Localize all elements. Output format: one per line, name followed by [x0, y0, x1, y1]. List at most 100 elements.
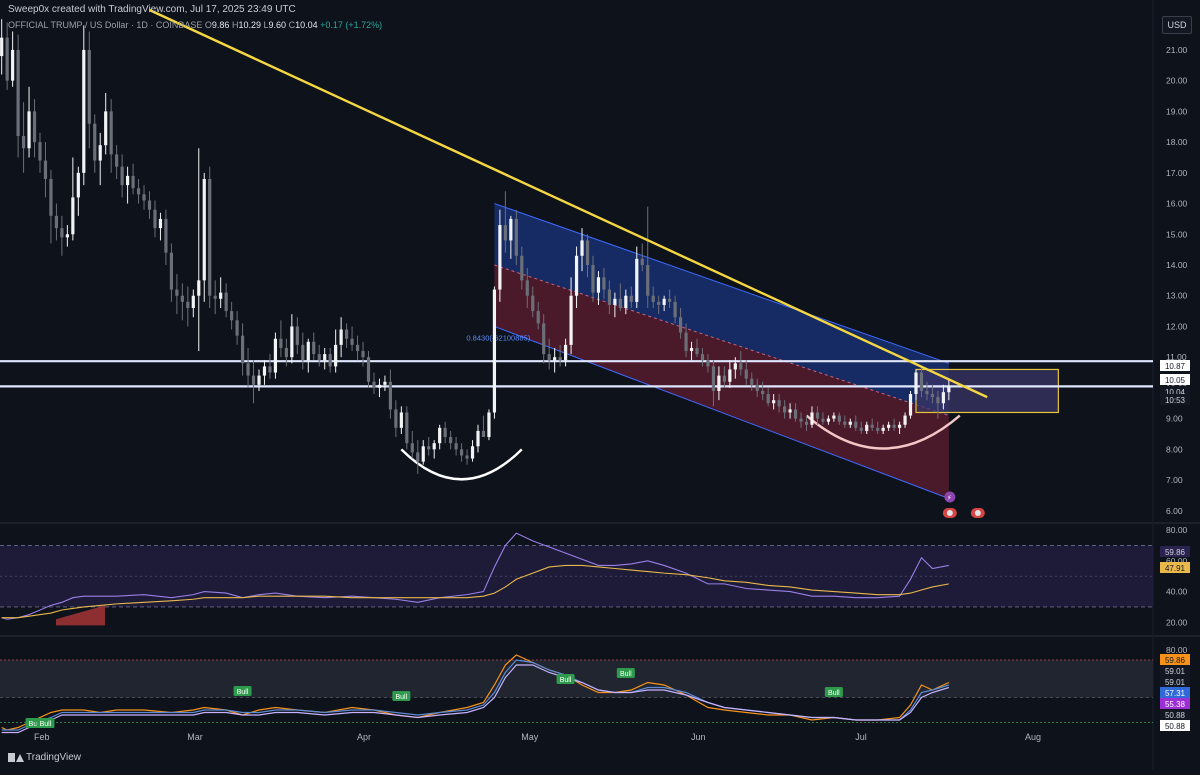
candle-body[interactable]	[706, 360, 710, 367]
candle-body[interactable]	[689, 347, 694, 352]
candle-body[interactable]	[394, 409, 398, 428]
candle-body[interactable]	[854, 421, 858, 428]
candle-body[interactable]	[388, 381, 392, 410]
candle-body[interactable]	[213, 295, 217, 299]
candle-body[interactable]	[93, 123, 97, 161]
candle-body[interactable]	[240, 335, 245, 364]
candle-body[interactable]	[629, 295, 633, 302]
candle-body[interactable]	[136, 188, 141, 195]
target-box[interactable]	[915, 368, 1059, 414]
candle-body[interactable]	[180, 295, 184, 302]
candle-body[interactable]	[700, 354, 705, 361]
candle-body[interactable]	[438, 427, 442, 444]
candle-body[interactable]	[279, 338, 283, 348]
candle-body[interactable]	[186, 301, 190, 309]
candle-body[interactable]	[908, 394, 913, 416]
channel-upper-line[interactable]	[494, 203, 950, 364]
bull-signal-marker[interactable]	[36, 718, 55, 728]
candle-body[interactable]	[739, 363, 743, 370]
candle-body[interactable]	[498, 225, 502, 290]
candle-body[interactable]	[783, 406, 787, 413]
candle-body[interactable]	[607, 289, 611, 305]
lightning-icon[interactable]	[944, 491, 956, 503]
channel-mid-line[interactable]	[494, 264, 950, 417]
candle-body[interactable]	[591, 265, 595, 293]
candle-body[interactable]	[120, 166, 124, 186]
candle-body[interactable]	[635, 258, 639, 302]
candle-body[interactable]	[750, 378, 754, 385]
candle-body[interactable]	[602, 277, 606, 290]
candle-body[interactable]	[673, 301, 677, 318]
tradingview-logo[interactable]: TradingView	[8, 752, 81, 763]
candle-body[interactable]	[5, 37, 9, 81]
candle-body[interactable]	[27, 111, 31, 149]
candle-body[interactable]	[169, 252, 173, 290]
candle-body[interactable]	[76, 172, 80, 198]
candle-body[interactable]	[503, 225, 507, 241]
candle-body[interactable]	[87, 49, 91, 124]
candle-body[interactable]	[788, 409, 792, 413]
candle-body[interactable]	[175, 289, 179, 296]
candle-body[interactable]	[509, 218, 513, 241]
candle-body[interactable]	[372, 381, 376, 388]
candle-body[interactable]	[553, 357, 557, 361]
candle-body[interactable]	[126, 175, 130, 186]
rounding-bottom-arc[interactable]	[400, 448, 523, 481]
candle-body[interactable]	[153, 209, 157, 229]
candle-body[interactable]	[881, 427, 885, 431]
candle-body[interactable]	[470, 446, 475, 459]
candle-body[interactable]	[531, 295, 535, 312]
candle-body[interactable]	[892, 424, 896, 428]
candle-body[interactable]	[219, 292, 223, 299]
candle-body[interactable]	[624, 295, 628, 309]
bull-signal-marker[interactable]	[824, 687, 843, 697]
signal-series-line[interactable]	[1, 664, 950, 734]
candle-body[interactable]	[646, 265, 650, 296]
candle-body[interactable]	[580, 240, 584, 256]
candle-body[interactable]	[0, 37, 4, 57]
candle-body[interactable]	[32, 111, 37, 143]
candle-body[interactable]	[43, 160, 48, 179]
candle-body[interactable]	[361, 351, 365, 358]
candle-body[interactable]	[903, 415, 907, 425]
candle-body[interactable]	[410, 443, 414, 453]
candle-body[interactable]	[821, 418, 825, 422]
candle-body[interactable]	[684, 332, 688, 352]
candle-body[interactable]	[16, 49, 20, 136]
channel-lower-line[interactable]	[494, 325, 950, 499]
candle-body[interactable]	[728, 369, 732, 382]
candle-body[interactable]	[793, 409, 798, 419]
candle-body[interactable]	[208, 178, 212, 296]
candle-body[interactable]	[334, 344, 338, 367]
candle-body[interactable]	[947, 386, 951, 393]
candle-body[interactable]	[449, 437, 453, 444]
candle-body[interactable]	[936, 397, 940, 404]
candle-body[interactable]	[695, 347, 699, 355]
candle-body[interactable]	[197, 280, 201, 296]
candle-body[interactable]	[257, 375, 261, 385]
bull-signal-marker[interactable]	[616, 668, 635, 678]
candle-body[interactable]	[564, 344, 568, 361]
symbol-title[interactable]: OFFICIAL TRUMP / US Dollar · 1D · COINBA…	[8, 20, 203, 30]
candle-body[interactable]	[317, 354, 321, 361]
candle-body[interactable]	[65, 234, 69, 238]
candle-body[interactable]	[536, 311, 540, 324]
candle-body[interactable]	[832, 415, 836, 419]
candle-body[interactable]	[870, 424, 874, 428]
candle-body[interactable]	[662, 298, 666, 305]
candle-body[interactable]	[306, 341, 310, 361]
candle-body[interactable]	[843, 421, 847, 425]
candle-body[interactable]	[230, 311, 234, 321]
candle-body[interactable]	[941, 392, 945, 404]
candle-body[interactable]	[328, 354, 332, 367]
candle-body[interactable]	[487, 412, 491, 438]
candle-body[interactable]	[810, 412, 814, 425]
candle-body[interactable]	[777, 400, 781, 407]
bull-signal-marker[interactable]	[392, 691, 411, 701]
candle-body[interactable]	[443, 427, 447, 438]
candle-body[interactable]	[520, 255, 524, 281]
candle-body[interactable]	[383, 381, 387, 385]
candle-body[interactable]	[618, 298, 622, 309]
candle-body[interactable]	[142, 194, 146, 201]
candle-body[interactable]	[323, 354, 327, 361]
